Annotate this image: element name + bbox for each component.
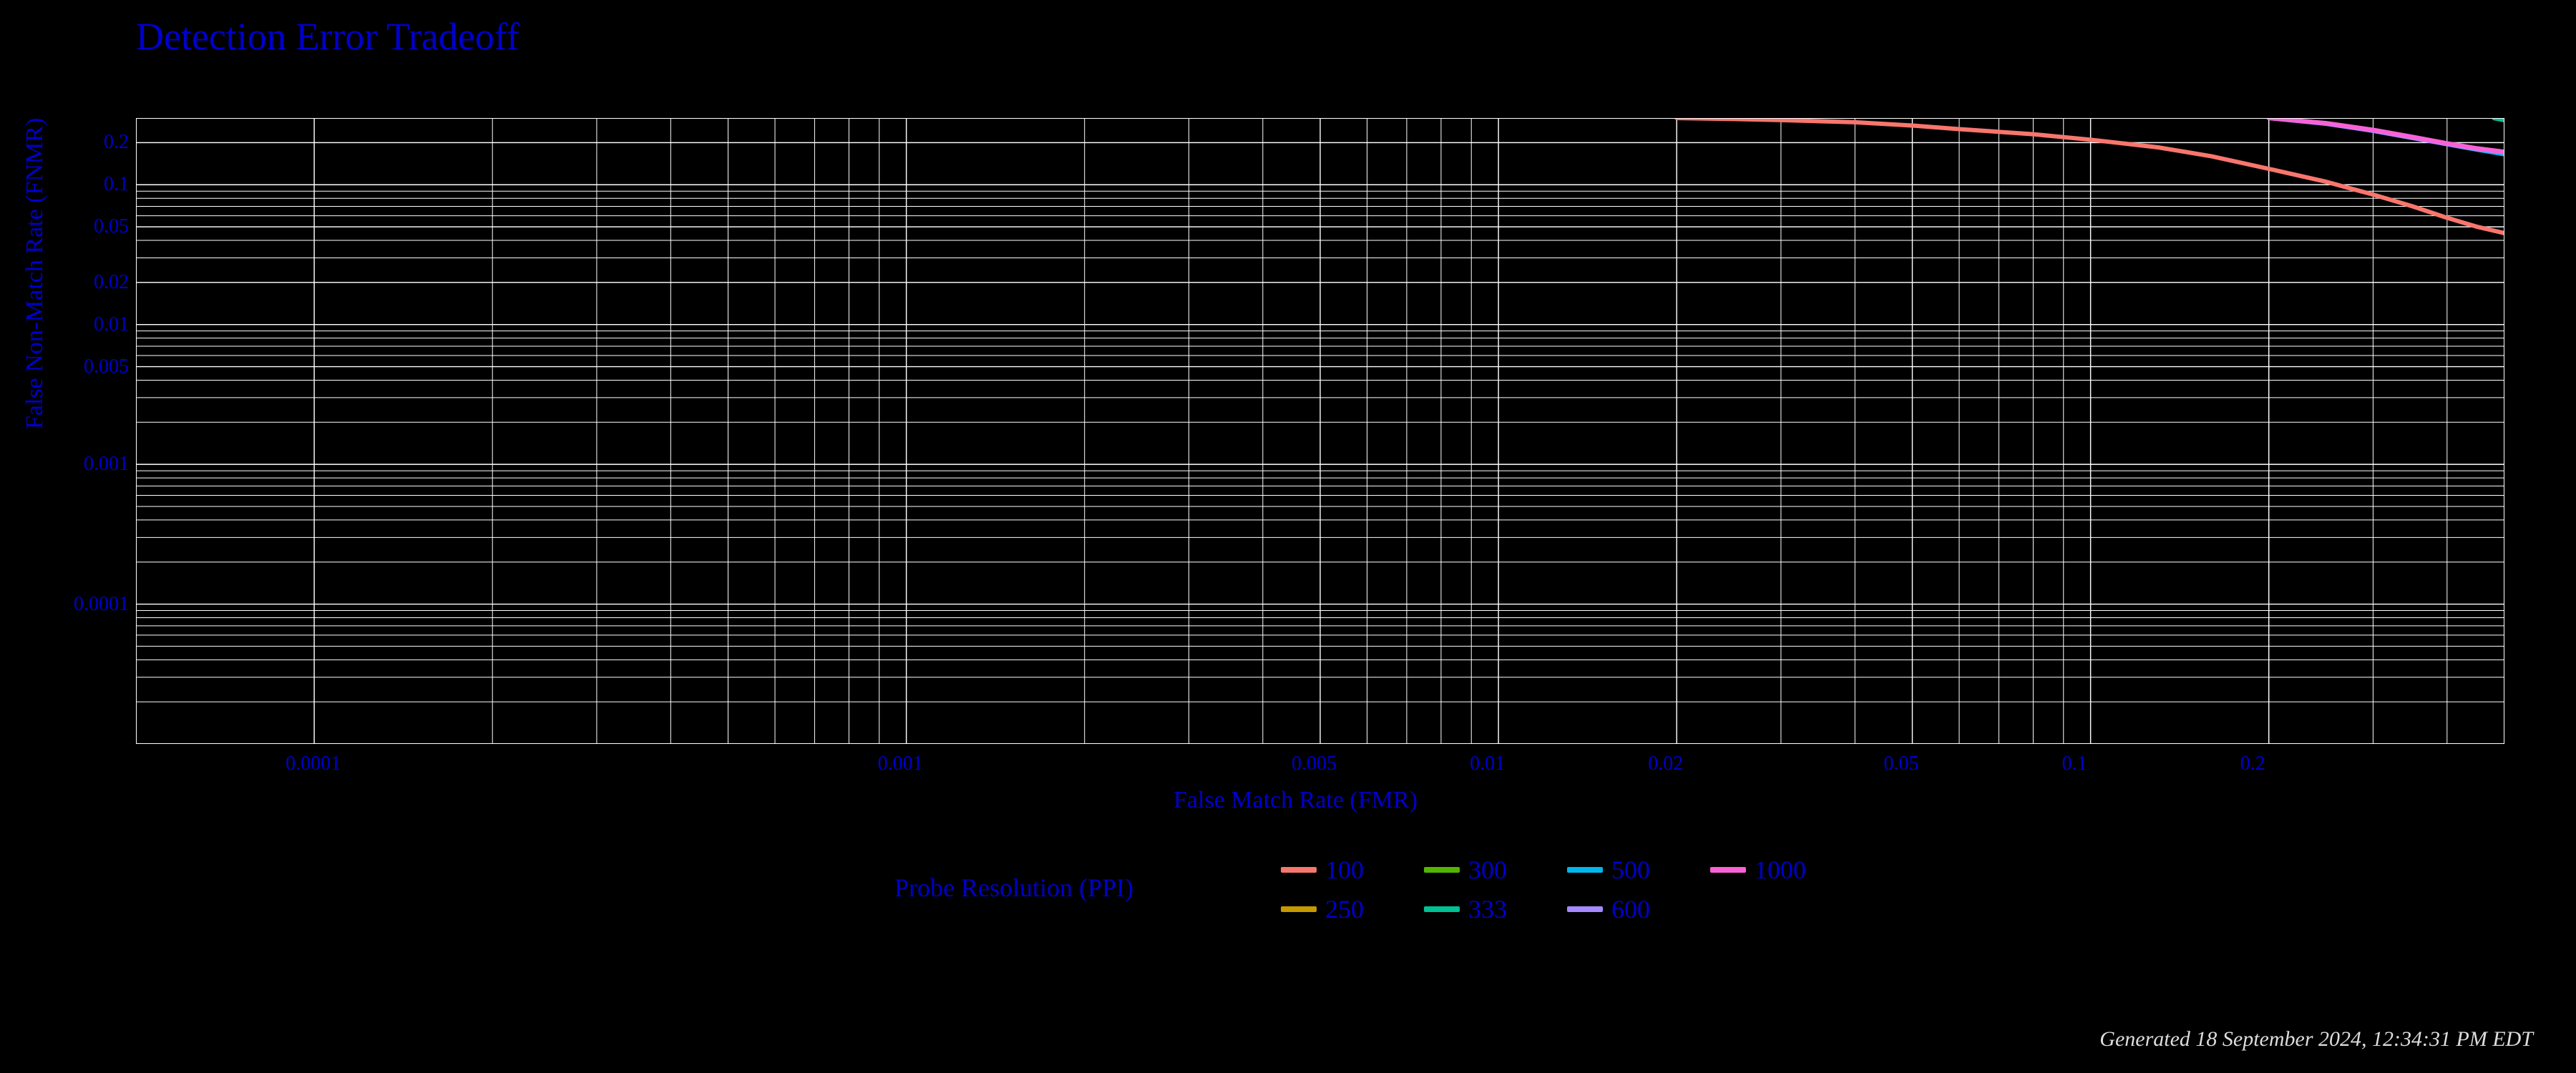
legend-label: 1000 bbox=[1755, 855, 1806, 885]
chart-title: Detection Error Tradeoff bbox=[136, 14, 519, 59]
legend-swatch bbox=[1567, 867, 1603, 873]
legend-swatch bbox=[1567, 906, 1603, 912]
det-plot bbox=[136, 118, 2504, 744]
x-tick: 0.1 bbox=[2062, 753, 2087, 775]
legend-item-100: 100 bbox=[1281, 855, 1364, 885]
x-tick: 0.2 bbox=[2240, 753, 2265, 775]
footer-timestamp: Generated 18 September 2024, 12:34:31 PM… bbox=[2099, 1027, 2533, 1052]
legend-label: 333 bbox=[1468, 894, 1507, 924]
x-tick: 0.005 bbox=[1292, 753, 1337, 775]
legend-swatch bbox=[1424, 867, 1460, 873]
chart-container: Detection Error Tradeoff 0.0001 0.001 0.00… bbox=[0, 0, 2576, 1073]
legend-item-600: 600 bbox=[1567, 894, 1650, 924]
legend-swatch bbox=[1424, 906, 1460, 912]
y-tick: 0.0001 bbox=[74, 593, 129, 616]
legend-label: 600 bbox=[1611, 894, 1650, 924]
y-tick: 0.05 bbox=[94, 215, 129, 238]
legend-label: 250 bbox=[1325, 894, 1364, 924]
y-tick: 0.1 bbox=[104, 173, 129, 196]
y-tick: 0.2 bbox=[104, 131, 129, 154]
y-tick: 0.02 bbox=[94, 271, 129, 294]
legend-swatch bbox=[1281, 867, 1317, 873]
legend-title: Probe Resolution (PPI) bbox=[894, 873, 1133, 903]
legend-item-500: 500 bbox=[1567, 855, 1650, 885]
y-tick: 0.005 bbox=[84, 356, 129, 378]
x-tick: 0.05 bbox=[1884, 753, 1919, 775]
legend-label: 100 bbox=[1325, 855, 1364, 885]
legend-item-300: 300 bbox=[1424, 855, 1507, 885]
legend-item-250: 250 bbox=[1281, 894, 1364, 924]
x-tick: 0.02 bbox=[1648, 753, 1683, 775]
legend-item-1000: 1000 bbox=[1710, 855, 1806, 885]
y-tick: 0.01 bbox=[94, 313, 129, 336]
legend-item-333: 333 bbox=[1424, 894, 1507, 924]
x-tick: 0.0001 bbox=[286, 753, 341, 775]
x-tick: 0.01 bbox=[1470, 753, 1505, 775]
legend-label: 300 bbox=[1468, 855, 1507, 885]
legend-swatch bbox=[1281, 906, 1317, 912]
y-axis-label: False Non-Match Rate (FNMR) bbox=[21, 118, 49, 429]
x-axis-label: False Match Rate (FMR) bbox=[1174, 787, 1418, 814]
legend-label: 500 bbox=[1611, 855, 1650, 885]
y-tick: 0.001 bbox=[84, 453, 129, 476]
legend-swatch bbox=[1710, 867, 1746, 873]
x-tick: 0.001 bbox=[878, 753, 923, 775]
